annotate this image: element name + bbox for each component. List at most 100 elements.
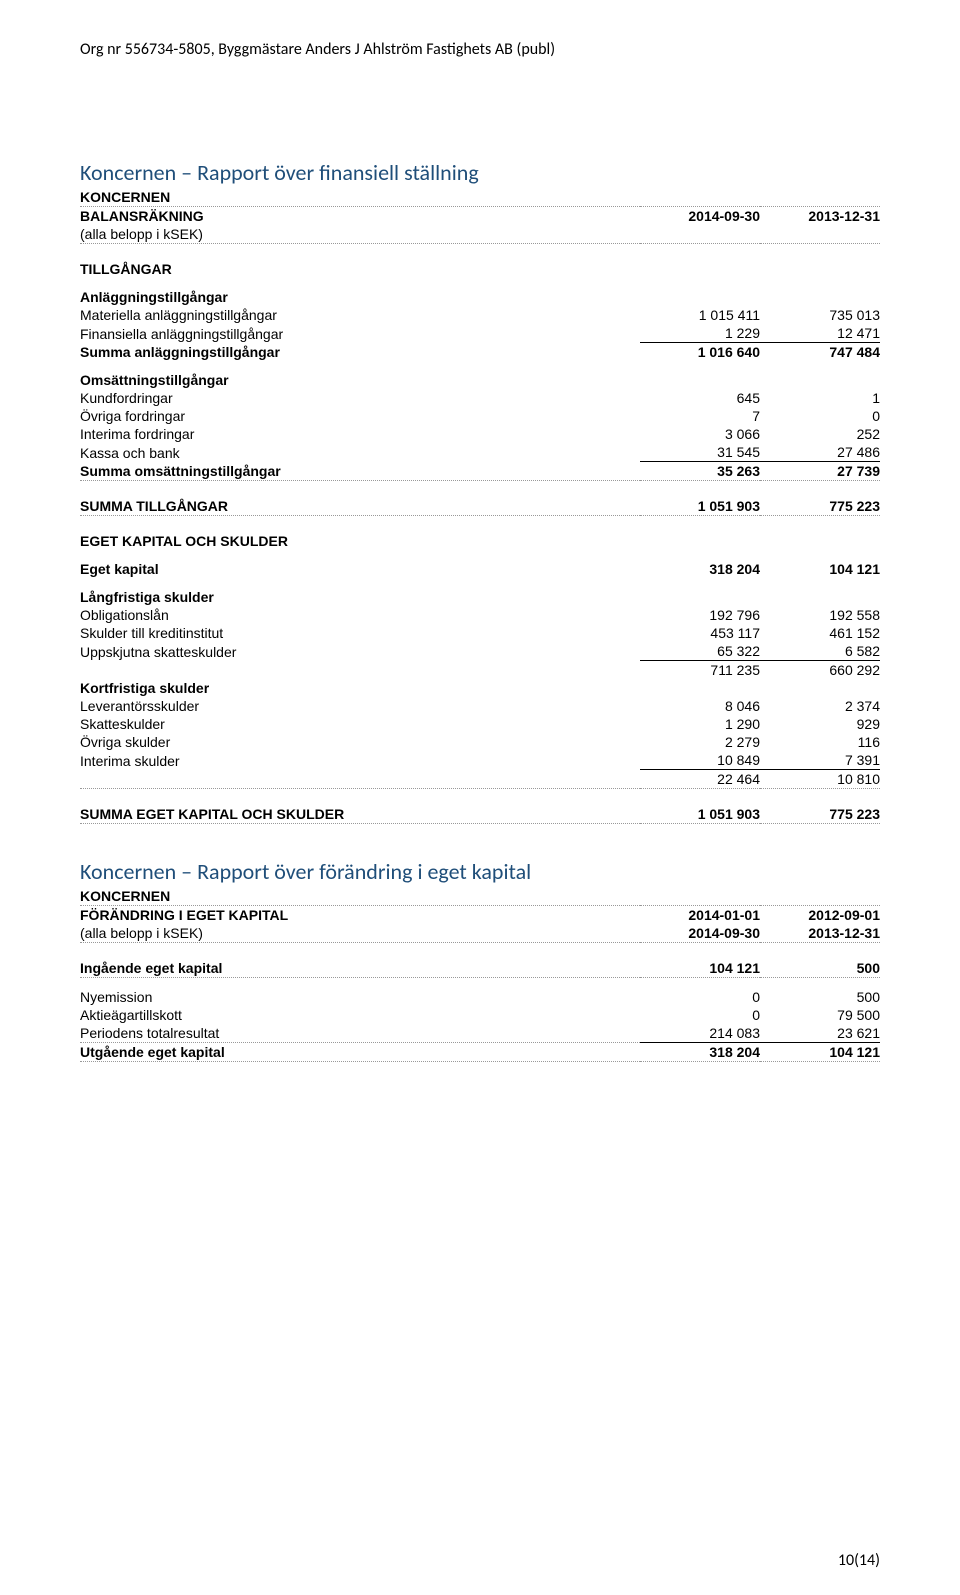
- balance-col2: 2013-12-31: [760, 207, 880, 226]
- eget-kapital-v1: 318 204: [640, 560, 760, 578]
- table-row: Interima fordringar: [80, 425, 640, 443]
- summa-tillgangar-v2: 775 223: [760, 497, 880, 516]
- kort-sum-v1: 22 464: [640, 770, 760, 789]
- table-row: Interima skulder: [80, 751, 640, 770]
- table-cell: 1: [760, 389, 880, 407]
- table-row: Övriga skulder: [80, 733, 640, 751]
- utgaende-v1: 318 204: [640, 1043, 760, 1062]
- table-row: Skatteskulder: [80, 715, 640, 733]
- balance-sub1: KONCERNEN: [80, 188, 640, 207]
- oms-sum-v2: 27 739: [760, 462, 880, 481]
- equity-h1a: 2014-01-01: [640, 906, 760, 925]
- equity-sub2: FÖRÄNDRING I EGET KAPITAL: [80, 906, 640, 925]
- ingaende-v2: 500: [760, 959, 880, 978]
- equity-h1b: 2014-09-30: [640, 924, 760, 943]
- table-cell: 461 152: [760, 624, 880, 642]
- table-row: Aktieägartillskott: [80, 1006, 640, 1024]
- table-cell: 929: [760, 715, 880, 733]
- oms-header: Omsättningstillgångar: [80, 371, 640, 389]
- ingaende-v1: 104 121: [640, 959, 760, 978]
- summa-ek-v2: 775 223: [760, 805, 880, 824]
- table-cell: 192 558: [760, 606, 880, 624]
- table-row: Nyemission: [80, 988, 640, 1006]
- table-cell: 252: [760, 425, 880, 443]
- table-cell: 1 229: [640, 324, 760, 343]
- equity-sub1: KONCERNEN: [80, 887, 640, 906]
- table-cell: 65 322: [640, 642, 760, 661]
- table-cell: 0: [760, 407, 880, 425]
- table-row: Skulder till kreditinstitut: [80, 624, 640, 642]
- equity-note: (alla belopp i kSEK): [80, 924, 640, 943]
- utgaende-v2: 104 121: [760, 1043, 880, 1062]
- table-cell: 1 290: [640, 715, 760, 733]
- anl-sum-label: Summa anläggningstillgångar: [80, 343, 640, 362]
- ingaende-label: Ingående eget kapital: [80, 959, 640, 978]
- table-row: Finansiella anläggningstillgångar: [80, 324, 640, 343]
- kort-sum-v2: 10 810: [760, 770, 880, 789]
- table-cell: 2 374: [760, 697, 880, 715]
- anl-sum-v1: 1 016 640: [640, 343, 760, 362]
- oms-sum-v1: 35 263: [640, 462, 760, 481]
- table-row: Periodens totalresultat: [80, 1024, 640, 1043]
- lang-header: Långfristiga skulder: [80, 588, 640, 606]
- table-cell: 1 015 411: [640, 306, 760, 324]
- oms-sum-label: Summa omsättningstillgångar: [80, 462, 640, 481]
- table-cell: 645: [640, 389, 760, 407]
- summa-tillgangar-label: SUMMA TILLGÅNGAR: [80, 497, 640, 516]
- page-number: 10(14): [838, 1551, 880, 1570]
- table-cell: 10 849: [640, 751, 760, 770]
- kort-sum-label: [80, 770, 640, 789]
- eget-kapital-label: Eget kapital: [80, 560, 640, 578]
- table-cell: 8 046: [640, 697, 760, 715]
- table-cell: 23 621: [760, 1024, 880, 1043]
- anl-header: Anläggningstillgångar: [80, 288, 640, 306]
- table-cell: 12 471: [760, 324, 880, 343]
- kort-header: Kortfristiga skulder: [80, 679, 640, 697]
- table-row: Kundfordringar: [80, 389, 640, 407]
- table-row: Leverantörsskulder: [80, 697, 640, 715]
- lang-sum-v2: 660 292: [760, 661, 880, 680]
- table-row: Uppskjutna skatteskulder: [80, 642, 640, 661]
- table-cell: 0: [640, 988, 760, 1006]
- balance-sub2: BALANSRÄKNING: [80, 207, 640, 226]
- utgaende-label: Utgående eget kapital: [80, 1043, 640, 1062]
- equity-h2a: 2012-09-01: [760, 906, 880, 925]
- table-cell: 3 066: [640, 425, 760, 443]
- equity-h2b: 2013-12-31: [760, 924, 880, 943]
- table-row: Övriga fordringar: [80, 407, 640, 425]
- table-row: Obligationslån: [80, 606, 640, 624]
- section-title-equity: Koncernen – Rapport över förändring i eg…: [80, 858, 880, 885]
- table-cell: 192 796: [640, 606, 760, 624]
- balance-note: (alla belopp i kSEK): [80, 225, 640, 244]
- summa-tillgangar-v1: 1 051 903: [640, 497, 760, 516]
- ek-skulder-header: EGET KAPITAL OCH SKULDER: [80, 532, 640, 550]
- table-row: Materiella anläggningstillgångar: [80, 306, 640, 324]
- eget-kapital-v2: 104 121: [760, 560, 880, 578]
- summa-ek-v1: 1 051 903: [640, 805, 760, 824]
- table-cell: 2 279: [640, 733, 760, 751]
- table-cell: 214 083: [640, 1024, 760, 1043]
- table-cell: 31 545: [640, 443, 760, 462]
- table-cell: 500: [760, 988, 880, 1006]
- table-cell: 735 013: [760, 306, 880, 324]
- summa-ek-label: SUMMA EGET KAPITAL OCH SKULDER: [80, 805, 640, 824]
- table-cell: 116: [760, 733, 880, 751]
- section-title-balance: Koncernen – Rapport över finansiell stäl…: [80, 159, 880, 186]
- table-cell: 27 486: [760, 443, 880, 462]
- page: Org nr 556734-5805, Byggmästare Anders J…: [0, 0, 960, 1595]
- table-cell: 79 500: [760, 1006, 880, 1024]
- table-cell: 6 582: [760, 642, 880, 661]
- lang-sum-label: [80, 661, 640, 680]
- table-cell: 7: [640, 407, 760, 425]
- anl-sum-v2: 747 484: [760, 343, 880, 362]
- table-row: Kassa och bank: [80, 443, 640, 462]
- lang-sum-v1: 711 235: [640, 661, 760, 680]
- table-cell: 453 117: [640, 624, 760, 642]
- table-cell: 7 391: [760, 751, 880, 770]
- org-header: Org nr 556734-5805, Byggmästare Anders J…: [80, 40, 880, 59]
- balance-table: KONCERNEN BALANSRÄKNING 2014-09-30 2013-…: [80, 188, 880, 824]
- tillgangar-header: TILLGÅNGAR: [80, 260, 640, 278]
- table-cell: 0: [640, 1006, 760, 1024]
- equity-table: KONCERNEN FÖRÄNDRING I EGET KAPITAL 2014…: [80, 887, 880, 1062]
- balance-col1: 2014-09-30: [640, 207, 760, 226]
